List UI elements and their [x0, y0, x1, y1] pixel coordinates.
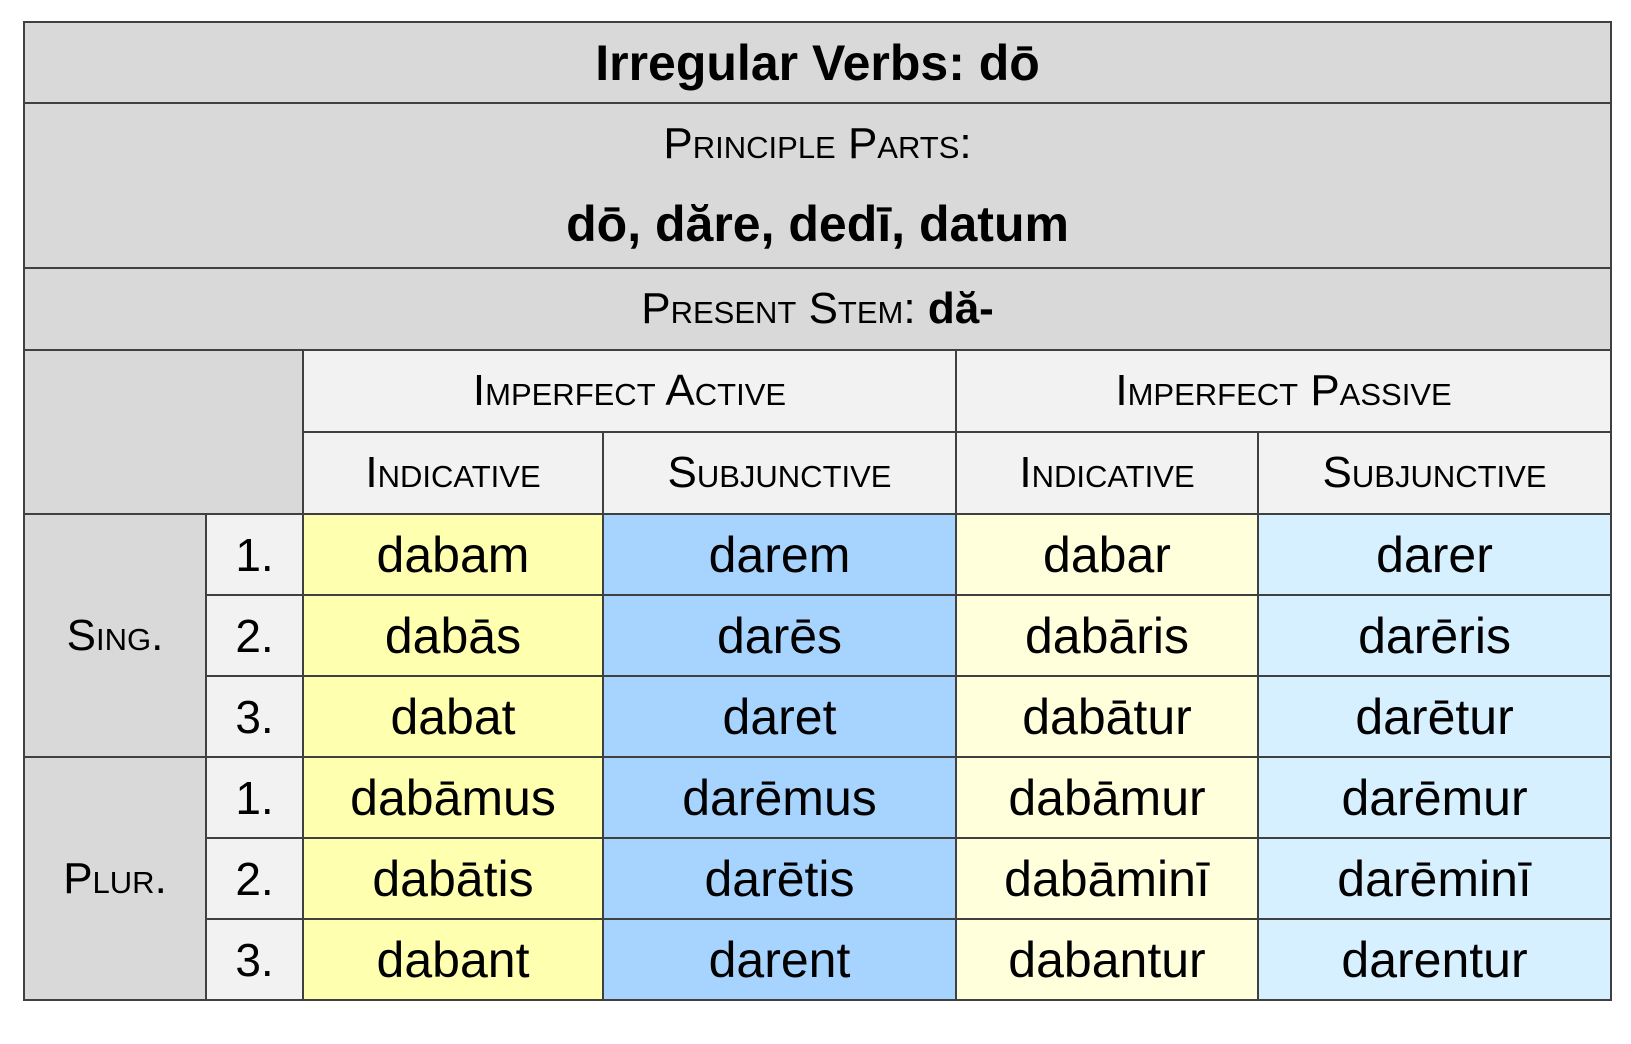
verb-form-cell: darētur — [1256, 675, 1613, 758]
corner-cell — [23, 349, 304, 515]
table-row: 2. dabās darēs dabāris darēris — [24, 594, 1613, 677]
person-label: 2. — [205, 837, 304, 920]
group-header-active: Imperfect Active — [302, 349, 957, 433]
person-label: 1. — [205, 756, 304, 839]
mood-header: Indicative — [302, 431, 604, 515]
verb-form-cell: daret — [602, 675, 957, 758]
person-label: 3. — [205, 918, 304, 1001]
table-row: Sing. 1. dabam darem dabar darer — [23, 513, 1613, 758]
table-row: 2. dabātis darētis dabāminī darēminī — [24, 837, 1613, 920]
verb-form-cell: dabāmur — [955, 756, 1259, 839]
principle-parts-value: dō, dăre, dedī, datum — [566, 196, 1069, 252]
verb-form-cell: dabat — [302, 675, 604, 758]
verb-form-cell: darētis — [602, 837, 957, 920]
principle-parts-label: Principle Parts: — [663, 119, 972, 168]
verb-form-cell: darēminī — [1256, 837, 1613, 920]
mood-header: Subjunctive — [1256, 431, 1613, 515]
verb-form-cell: dabās — [302, 594, 604, 677]
mood-header: Indicative — [955, 431, 1259, 515]
verb-form-cell: darēmur — [1256, 756, 1613, 839]
verb-form-cell: dabāmus — [302, 756, 604, 839]
person-label: 3. — [205, 675, 304, 758]
verb-form-cell: darent — [602, 918, 957, 1001]
verb-form-cell: dabant — [302, 918, 604, 1001]
verb-form-cell: darer — [1256, 513, 1613, 596]
table-row: 3. dabat daret dabātur darētur — [24, 675, 1613, 758]
verb-form-cell: dabar — [955, 513, 1259, 596]
present-stem-label: Present Stem: — [641, 284, 916, 333]
table-row: Plur. 1. dabāmus darēmus dabāmur darēmur — [23, 756, 1613, 1001]
present-stem: Present Stem: dă- — [22, 267, 1613, 351]
verb-form-cell: darēris — [1256, 594, 1613, 677]
verb-form-cell: darentur — [1256, 918, 1613, 1001]
table-row: 3. dabant darent dabantur darentur — [24, 918, 1613, 1001]
verb-form-cell: darem — [602, 513, 957, 596]
verb-form-cell: dabāminī — [955, 837, 1259, 920]
verb-form-cell: dabam — [302, 513, 604, 596]
table-title: Irregular Verbs: dō — [22, 21, 1613, 104]
person-label: 1. — [205, 513, 304, 596]
number-label: Plur. — [23, 756, 207, 1001]
mood-header: Subjunctive — [602, 431, 957, 515]
verb-form-cell: dabāris — [955, 594, 1259, 677]
conjugation-table: Irregular Verbs: dō Principle Parts: dō,… — [22, 21, 1613, 1001]
verb-form-cell: dabantur — [955, 918, 1259, 1001]
verb-form-cell: darēmus — [602, 756, 957, 839]
verb-form-cell: darēs — [602, 594, 957, 677]
number-label: Sing. — [23, 513, 207, 758]
principle-parts: Principle Parts: dō, dăre, dedī, datum — [22, 102, 1613, 269]
verb-form-cell: dabātur — [955, 675, 1259, 758]
verb-form-cell: dabātis — [302, 837, 604, 920]
present-stem-value: dă- — [927, 284, 994, 333]
group-header-passive: Imperfect Passive — [954, 349, 1613, 433]
person-label: 2. — [205, 594, 304, 677]
